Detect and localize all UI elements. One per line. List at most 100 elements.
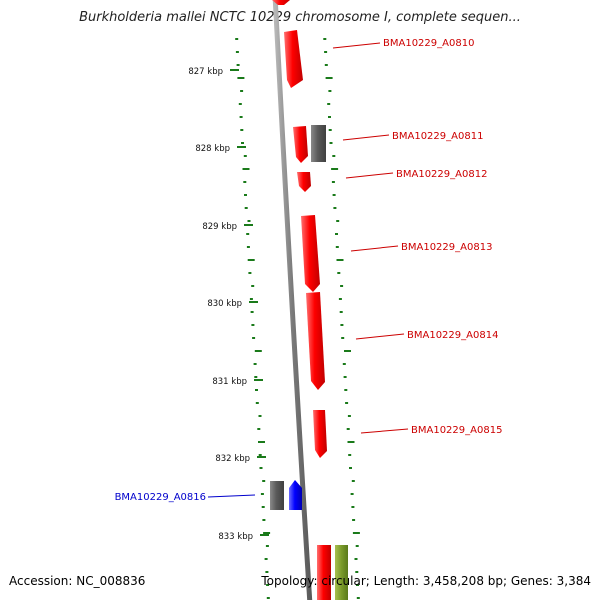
ruler-ticks: 827 kbp 828 kbp 829 kbp 830 kbp 831 kbp … (188, 67, 269, 542)
cds-arrow-a0812[interactable] (297, 172, 311, 192)
gene-label-a0814[interactable]: BMA10229_A0814 (407, 330, 498, 341)
gc-mark (336, 259, 344, 261)
topology-label: Topology: circular; Length: 3,458,208 bp… (261, 574, 591, 588)
gene-label-a0810[interactable]: BMA10229_A0810 (383, 38, 474, 49)
gc-mark (352, 532, 360, 534)
gc-mark (327, 103, 331, 105)
gc-mark (261, 506, 265, 508)
gc-mark (246, 233, 250, 235)
gc-mark (241, 142, 244, 144)
gc-mark (255, 402, 259, 404)
label-leader-line (350, 245, 399, 252)
gene-label-a0816[interactable]: BMA10229_A0816 (115, 492, 206, 503)
accession-label: Accession: NC_008836 (9, 574, 146, 588)
gene-block-a0816[interactable] (270, 481, 284, 510)
gc-mark (262, 519, 266, 521)
label-leader-line (207, 494, 256, 498)
gc-mark (265, 545, 269, 547)
gc-mark (338, 298, 342, 300)
cds-arrow-a0816[interactable] (289, 480, 302, 510)
gc-mark (335, 233, 338, 235)
gc-mark (252, 337, 256, 339)
ruler-tick-label: 829 kbp (202, 222, 237, 232)
gc-mark (248, 272, 252, 274)
gc-mark (324, 51, 328, 53)
gc-mark (344, 350, 351, 352)
gc-mark (332, 155, 336, 157)
gc-mark (351, 480, 355, 482)
gc-mark (346, 428, 350, 430)
gc-mark (328, 116, 331, 118)
gc-mark (265, 571, 269, 573)
cds-arrow-a0813[interactable] (301, 215, 320, 292)
gc-mark (344, 389, 348, 391)
cds-arrow-a0814[interactable] (306, 292, 325, 390)
gene-label-a0815[interactable]: BMA10229_A0815 (411, 425, 502, 436)
gc-mark (324, 64, 328, 66)
gc-mark (236, 64, 240, 66)
gc-mark (262, 480, 266, 482)
gc-mark (243, 181, 247, 183)
gc-mark (348, 454, 352, 456)
gc-mark (251, 285, 255, 287)
cds-arrow-a0810[interactable] (284, 30, 303, 88)
gc-mark (244, 194, 247, 196)
gene-block-a0811[interactable] (311, 125, 326, 162)
gc-mark (250, 311, 254, 313)
gc-mark (259, 467, 263, 469)
gc-mark (335, 246, 339, 248)
gc-mark (238, 103, 242, 105)
gc-mark (235, 38, 239, 40)
gc-mark (352, 519, 356, 521)
gc-mark (260, 493, 264, 495)
ruler-tick-label: 827 kbp (188, 67, 223, 77)
gc-mark (264, 558, 268, 560)
gene-label-a0813[interactable]: BMA10229_A0813 (401, 242, 492, 253)
gene-labels: BMA10229_A0810 BMA10229_A0811 BMA10229_A… (115, 38, 503, 503)
gc-mark (235, 51, 239, 53)
gene-label-a0811[interactable]: BMA10229_A0811 (392, 131, 483, 142)
gc-mark (266, 597, 270, 599)
gc-mark (249, 298, 253, 300)
gc-mark (347, 415, 351, 417)
gc-mark (266, 584, 270, 586)
gc-content-track-left (235, 38, 271, 599)
cds-arrow-bottom[interactable] (317, 545, 331, 600)
label-leader-line (332, 42, 381, 49)
cds-arrow-partial[interactable] (272, 0, 290, 5)
map-title: Burkholderia mallei NCTC 10229 chromosom… (79, 10, 521, 25)
gc-mark (254, 350, 262, 352)
gc-mark (345, 402, 349, 404)
gc-mark (244, 207, 248, 209)
ruler-tick-label: 828 kbp (195, 144, 230, 154)
gene-label-a0812[interactable]: BMA10229_A0812 (396, 169, 487, 180)
gc-mark (339, 311, 343, 313)
gc-mark (340, 285, 344, 287)
gc-mark (240, 90, 244, 92)
gc-mark (247, 220, 251, 222)
gc-mark (323, 38, 327, 40)
gc-mark (350, 493, 354, 495)
gc-mark (349, 467, 352, 469)
gc-mark (255, 389, 258, 391)
ruler-tick-label: 831 kbp (212, 377, 247, 387)
gc-mark (246, 246, 250, 248)
gc-mark (243, 155, 247, 157)
feature-block-bottom[interactable] (335, 545, 348, 600)
gc-mark (337, 272, 341, 274)
gc-mark (251, 324, 255, 326)
gc-mark (258, 454, 262, 456)
cds-arrow-a0815[interactable] (313, 410, 327, 458)
ruler-tick-label: 830 kbp (207, 299, 242, 309)
gc-mark (328, 90, 332, 92)
gc-mark (240, 129, 244, 131)
cds-arrow-a0811[interactable] (293, 126, 308, 163)
gc-mark (253, 363, 257, 365)
gc-mark (331, 168, 339, 170)
gc-mark (355, 545, 359, 547)
gc-mark (328, 129, 332, 131)
gc-mark (242, 168, 250, 170)
gc-mark (354, 558, 358, 560)
